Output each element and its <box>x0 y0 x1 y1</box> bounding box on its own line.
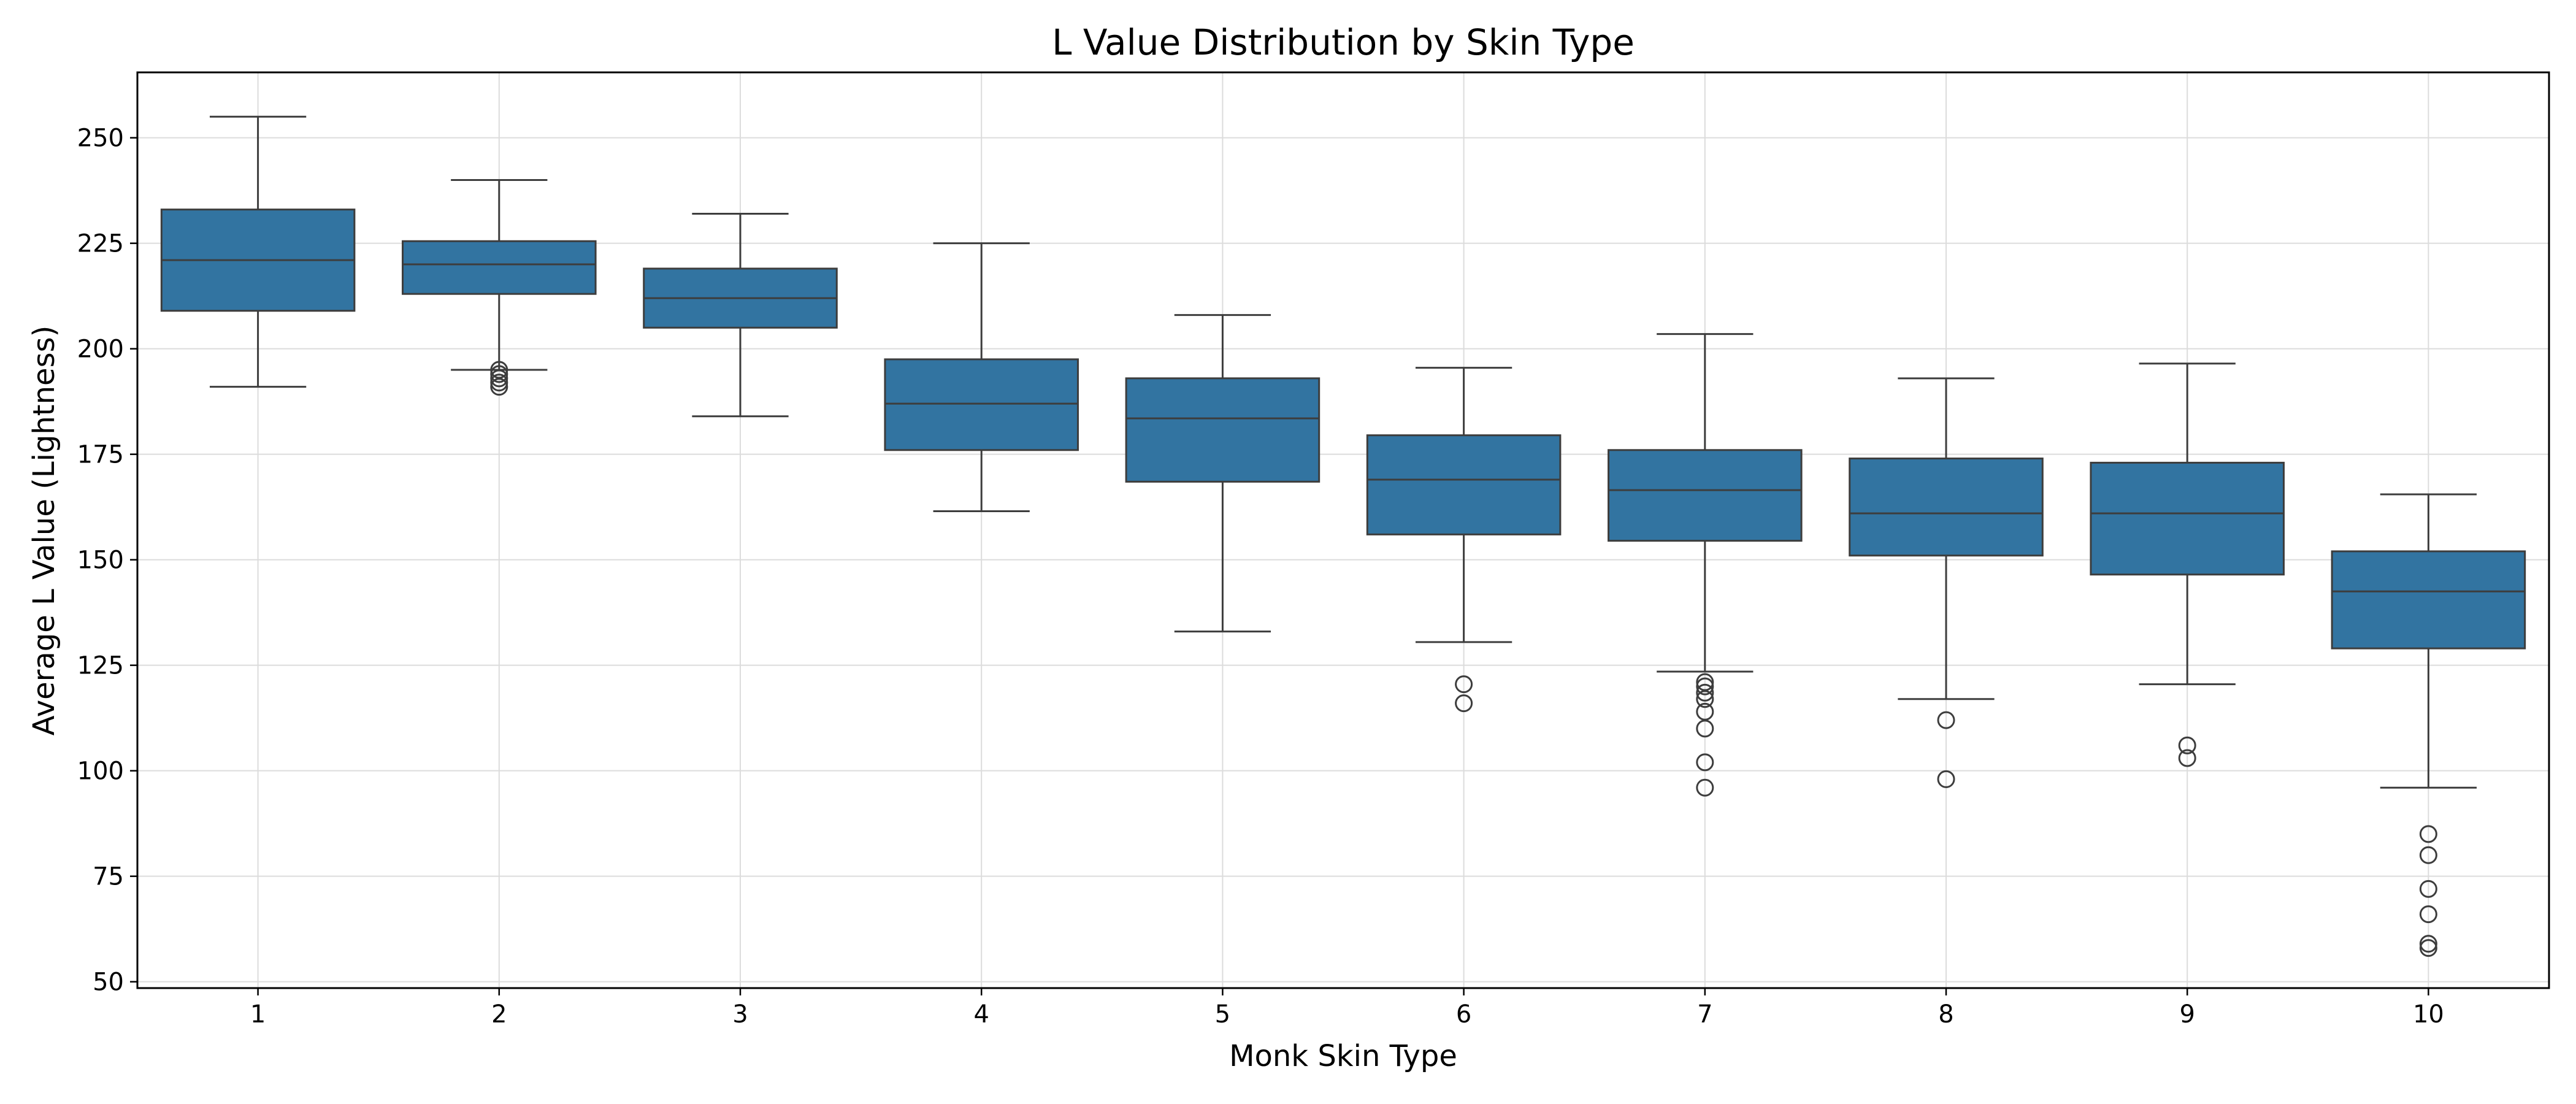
box-group-5 <box>1125 314 1321 633</box>
outlier-point <box>1696 719 1714 738</box>
y-tick-label: 250 <box>77 125 124 153</box>
outlier-point <box>490 374 508 392</box>
outlier-point <box>490 378 508 396</box>
outlier-point <box>1696 753 1714 772</box>
iqr-box <box>884 358 1079 451</box>
y-tick-label: 125 <box>77 652 124 680</box>
outlier-point <box>1696 702 1714 721</box>
x-tick-label: 8 <box>1938 1000 1953 1029</box>
chart-title: L Value Distribution by Skin Type <box>1052 21 1635 63</box>
box-group-4 <box>884 242 1079 513</box>
outlier-point <box>1937 711 1955 729</box>
y-tick-label: 150 <box>77 546 124 575</box>
iqr-box <box>1849 458 2044 557</box>
iqr-box <box>2090 461 2285 576</box>
axes: 50 75 100 125 150 175 200 225 250 1 2 3 4 5 6 7 8 9 10 <box>77 125 2444 1029</box>
outlier-point <box>2419 939 2437 957</box>
outlier-point <box>2419 935 2437 953</box>
y-tick-label: 75 <box>93 863 124 891</box>
x-tick-label: 9 <box>2179 1000 2195 1029</box>
x-tick-label: 4 <box>973 1000 989 1029</box>
outlier-point <box>490 361 508 379</box>
box-group-6 <box>1366 367 1562 713</box>
iqr-box <box>2331 550 2526 650</box>
outlier-point <box>1696 778 1714 797</box>
outlier-point <box>2419 825 2437 843</box>
outlier-point <box>1455 675 1473 694</box>
outlier-point <box>1696 677 1714 696</box>
iqr-box <box>1608 449 1803 542</box>
box-group-10 <box>2331 493 2526 957</box>
outlier-point <box>490 369 508 388</box>
x-tick-label: 1 <box>250 1000 266 1029</box>
y-tick-label: 100 <box>77 757 124 786</box>
boxes <box>160 115 2526 957</box>
x-tick-label: 3 <box>732 1000 748 1029</box>
outlier-point <box>1937 770 1955 788</box>
box-group-3 <box>643 212 838 418</box>
outlier-point <box>2178 749 2196 767</box>
outlier-point <box>2419 905 2437 924</box>
outlier-point <box>2419 846 2437 864</box>
y-tick-label: 200 <box>77 335 124 364</box>
x-axis-label: Monk Skin Type <box>1229 1039 1457 1073</box>
x-tick-label: 7 <box>1697 1000 1712 1029</box>
x-tick-label: 5 <box>1215 1000 1230 1029</box>
y-tick-label: 175 <box>77 441 124 469</box>
plot-frame <box>136 71 2550 989</box>
box-group-1 <box>160 115 356 388</box>
y-tick-label: 225 <box>77 230 124 258</box>
box-group-9 <box>2090 362 2285 767</box>
box-group-2 <box>402 178 597 396</box>
x-tick-label: 10 <box>2413 1000 2444 1029</box>
outlier-point <box>1696 690 1714 708</box>
x-tick-label: 6 <box>1456 1000 1471 1029</box>
x-tick-label: 2 <box>491 1000 507 1029</box>
outlier-point <box>1696 673 1714 691</box>
outlier-point <box>2178 736 2196 754</box>
iqr-box <box>1125 377 1321 483</box>
outlier-point <box>1455 694 1473 713</box>
box-group-8 <box>1849 377 2044 788</box>
iqr-box <box>402 240 597 295</box>
y-tick-label: 50 <box>93 968 124 997</box>
iqr-box <box>1366 434 1562 535</box>
outlier-point <box>2419 880 2437 898</box>
box-group-7 <box>1608 333 1803 797</box>
outlier-point <box>1696 683 1714 702</box>
y-axis-label: Average L Value (Lightness) <box>27 326 61 736</box>
outlier-point <box>490 365 508 383</box>
